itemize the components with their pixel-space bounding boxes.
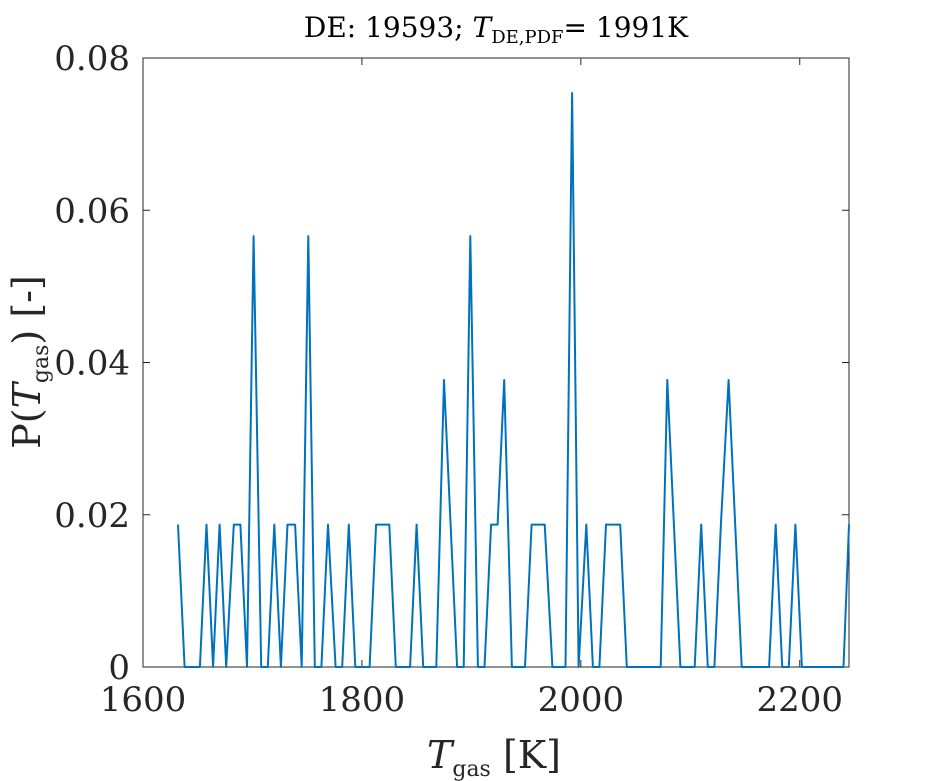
x-tick-label: 1800	[319, 680, 406, 720]
xlabel-var: T	[427, 733, 455, 777]
xlabel-unit: [K]	[491, 733, 561, 777]
x-axis-label: Tgas [K]	[427, 733, 561, 781]
ylabel-pre: P(	[5, 408, 49, 448]
title-var: T	[473, 11, 494, 44]
y-tick-label: 0.04	[54, 344, 130, 384]
title-sub: DE,PDF	[491, 27, 563, 48]
y-tick-label: 0	[108, 648, 130, 688]
x-tick-label: 1600	[100, 680, 187, 720]
y-tick-label: 0.08	[54, 39, 130, 79]
y-tick-label: 0.02	[54, 496, 130, 536]
x-tick-label: 2200	[756, 680, 843, 720]
y-axis-ticks: 0 0.02 0.04 0.06 0.08	[54, 39, 849, 688]
chart-title: DE: 19593; TDE,PDF= 1991K	[304, 11, 689, 48]
y-tick-label: 0.06	[54, 191, 130, 231]
title-suffix: = 1991K	[564, 11, 690, 44]
ylabel-var: T	[5, 380, 49, 408]
x-axis-ticks: 1600 1800 2000 2200	[100, 58, 843, 720]
x-tick-label: 2000	[538, 680, 625, 720]
title-prefix: DE: 19593;	[304, 11, 473, 44]
pdf-series-line	[177, 92, 850, 668]
y-axis-label: P(Tgas) [-]	[5, 275, 54, 449]
ylabel-sub: gas	[29, 345, 54, 384]
xlabel-sub: gas	[452, 757, 491, 781]
ylabel-post: ) [-]	[5, 275, 49, 344]
